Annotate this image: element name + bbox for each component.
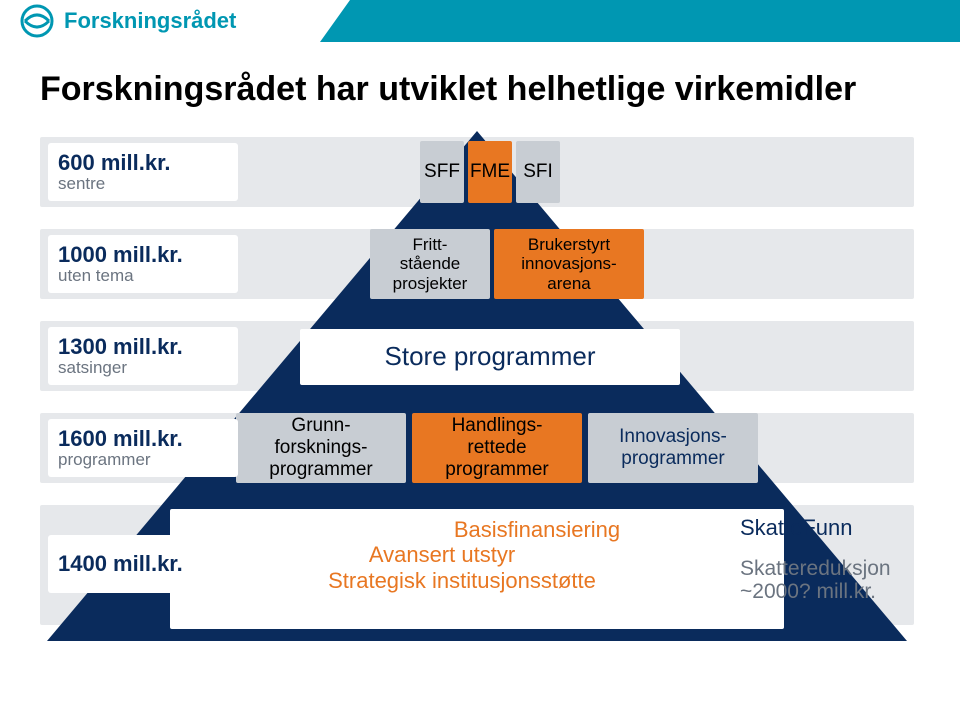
tier3-store-programmer: Store programmer xyxy=(300,329,680,385)
amount-badge: 1300 mill.kr. satsinger xyxy=(48,327,238,385)
amount-badge: 600 mill.kr. sentre xyxy=(48,143,238,201)
amount-under: sentre xyxy=(58,174,238,194)
amount-value: 1300 mill.kr. xyxy=(58,334,238,360)
skattefunn-label: SkatteFunn xyxy=(740,515,853,541)
slide: Forskningsrådet har utviklet helhetlige … xyxy=(0,42,960,657)
amount-value: 1400 mill.kr. xyxy=(58,551,238,577)
tier1-sfi: SFI xyxy=(516,141,560,203)
tier2-brukerstyrt: Brukerstyrt innovasjons- arena xyxy=(494,229,644,299)
tier4-grunnforsk: Grunn- forsknings- programmer xyxy=(236,413,406,483)
tier4-handlings: Handlings- rettede programmer xyxy=(412,413,582,483)
brand-name: Forskningsrådet xyxy=(64,8,236,34)
amount-value: 1600 mill.kr. xyxy=(58,426,238,452)
amount-under: programmer xyxy=(58,450,238,470)
brand-bar: Forskningsrådet xyxy=(0,0,960,42)
amount-badge: 1600 mill.kr. programmer xyxy=(48,419,238,477)
tier4-innovasjon: Innovasjons- programmer xyxy=(588,413,758,483)
amount-value: 600 mill.kr. xyxy=(58,150,238,176)
page-title: Forskningsrådet har utviklet helhetlige … xyxy=(40,70,920,109)
tier5-line3: Strategisk institusjonsstøtte xyxy=(170,568,784,593)
skattereduksjon-label: Skattereduksjon ~2000? mill.kr. xyxy=(740,557,891,603)
amount-under: uten tema xyxy=(58,266,238,286)
tier2-frittstaende: Fritt- stående prosjekter xyxy=(370,229,490,299)
tier1-fme: FME xyxy=(468,141,512,203)
amount-badge: 1400 mill.kr. xyxy=(48,535,238,593)
tier5-line2: Avansert utstyr xyxy=(170,542,784,567)
tier5-line1: Basisfinansiering xyxy=(170,517,784,542)
tier5-base: Basisfinansiering Avansert utstyr Strate… xyxy=(170,509,784,629)
brand: Forskningsrådet xyxy=(10,0,246,42)
amount-badge: 1000 mill.kr. uten tema xyxy=(48,235,238,293)
brand-logo-icon xyxy=(20,4,54,38)
amount-under: satsinger xyxy=(58,358,238,378)
amount-value: 1000 mill.kr. xyxy=(58,242,238,268)
diagram-stage: 600 mill.kr. sentre 1000 mill.kr. uten t… xyxy=(40,137,914,657)
tier1-sff: SFF xyxy=(420,141,464,203)
